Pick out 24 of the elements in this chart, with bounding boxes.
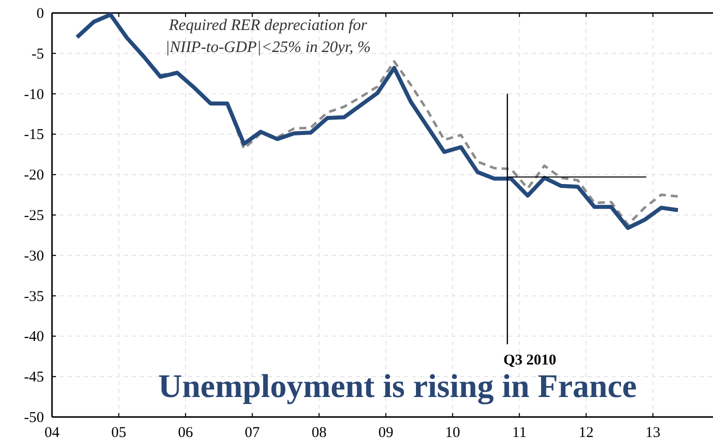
y-tick-label: -50	[24, 410, 44, 426]
y-tick-label: 0	[36, 6, 44, 22]
x-tick-label: 11	[512, 425, 527, 441]
x-tick-label: 06	[178, 425, 194, 441]
y-tick-label: -35	[24, 288, 44, 305]
x-tick-label: 08	[312, 425, 327, 441]
y-tick-label: -45	[24, 370, 44, 386]
x-tick-label: 05	[111, 425, 126, 441]
x-tick-label: 13	[645, 425, 660, 441]
text: Unemployment is rising in France	[158, 369, 637, 405]
x-tick-label: 09	[378, 425, 394, 441]
y-tick-label: -25	[24, 208, 44, 224]
y-tick-label: -5	[32, 46, 44, 62]
x-tick-label: 07	[244, 425, 260, 441]
y-tick-label: -30	[24, 248, 44, 264]
x-tick-label: 04	[44, 425, 60, 441]
y-tick-label: -15	[24, 127, 44, 144]
y-tick-label: -40	[24, 329, 44, 346]
ref-line-label: Q3 2010	[503, 352, 556, 368]
annotation: Required RER depreciation for |NIIP-to-GDP|<25% in 20yr, %	[165, 17, 371, 56]
x-tick-label: 10	[445, 425, 460, 441]
y-tick-label: -20	[24, 168, 44, 184]
y-tick-label: -10	[24, 86, 44, 103]
x-tick-label: 12	[578, 425, 594, 441]
